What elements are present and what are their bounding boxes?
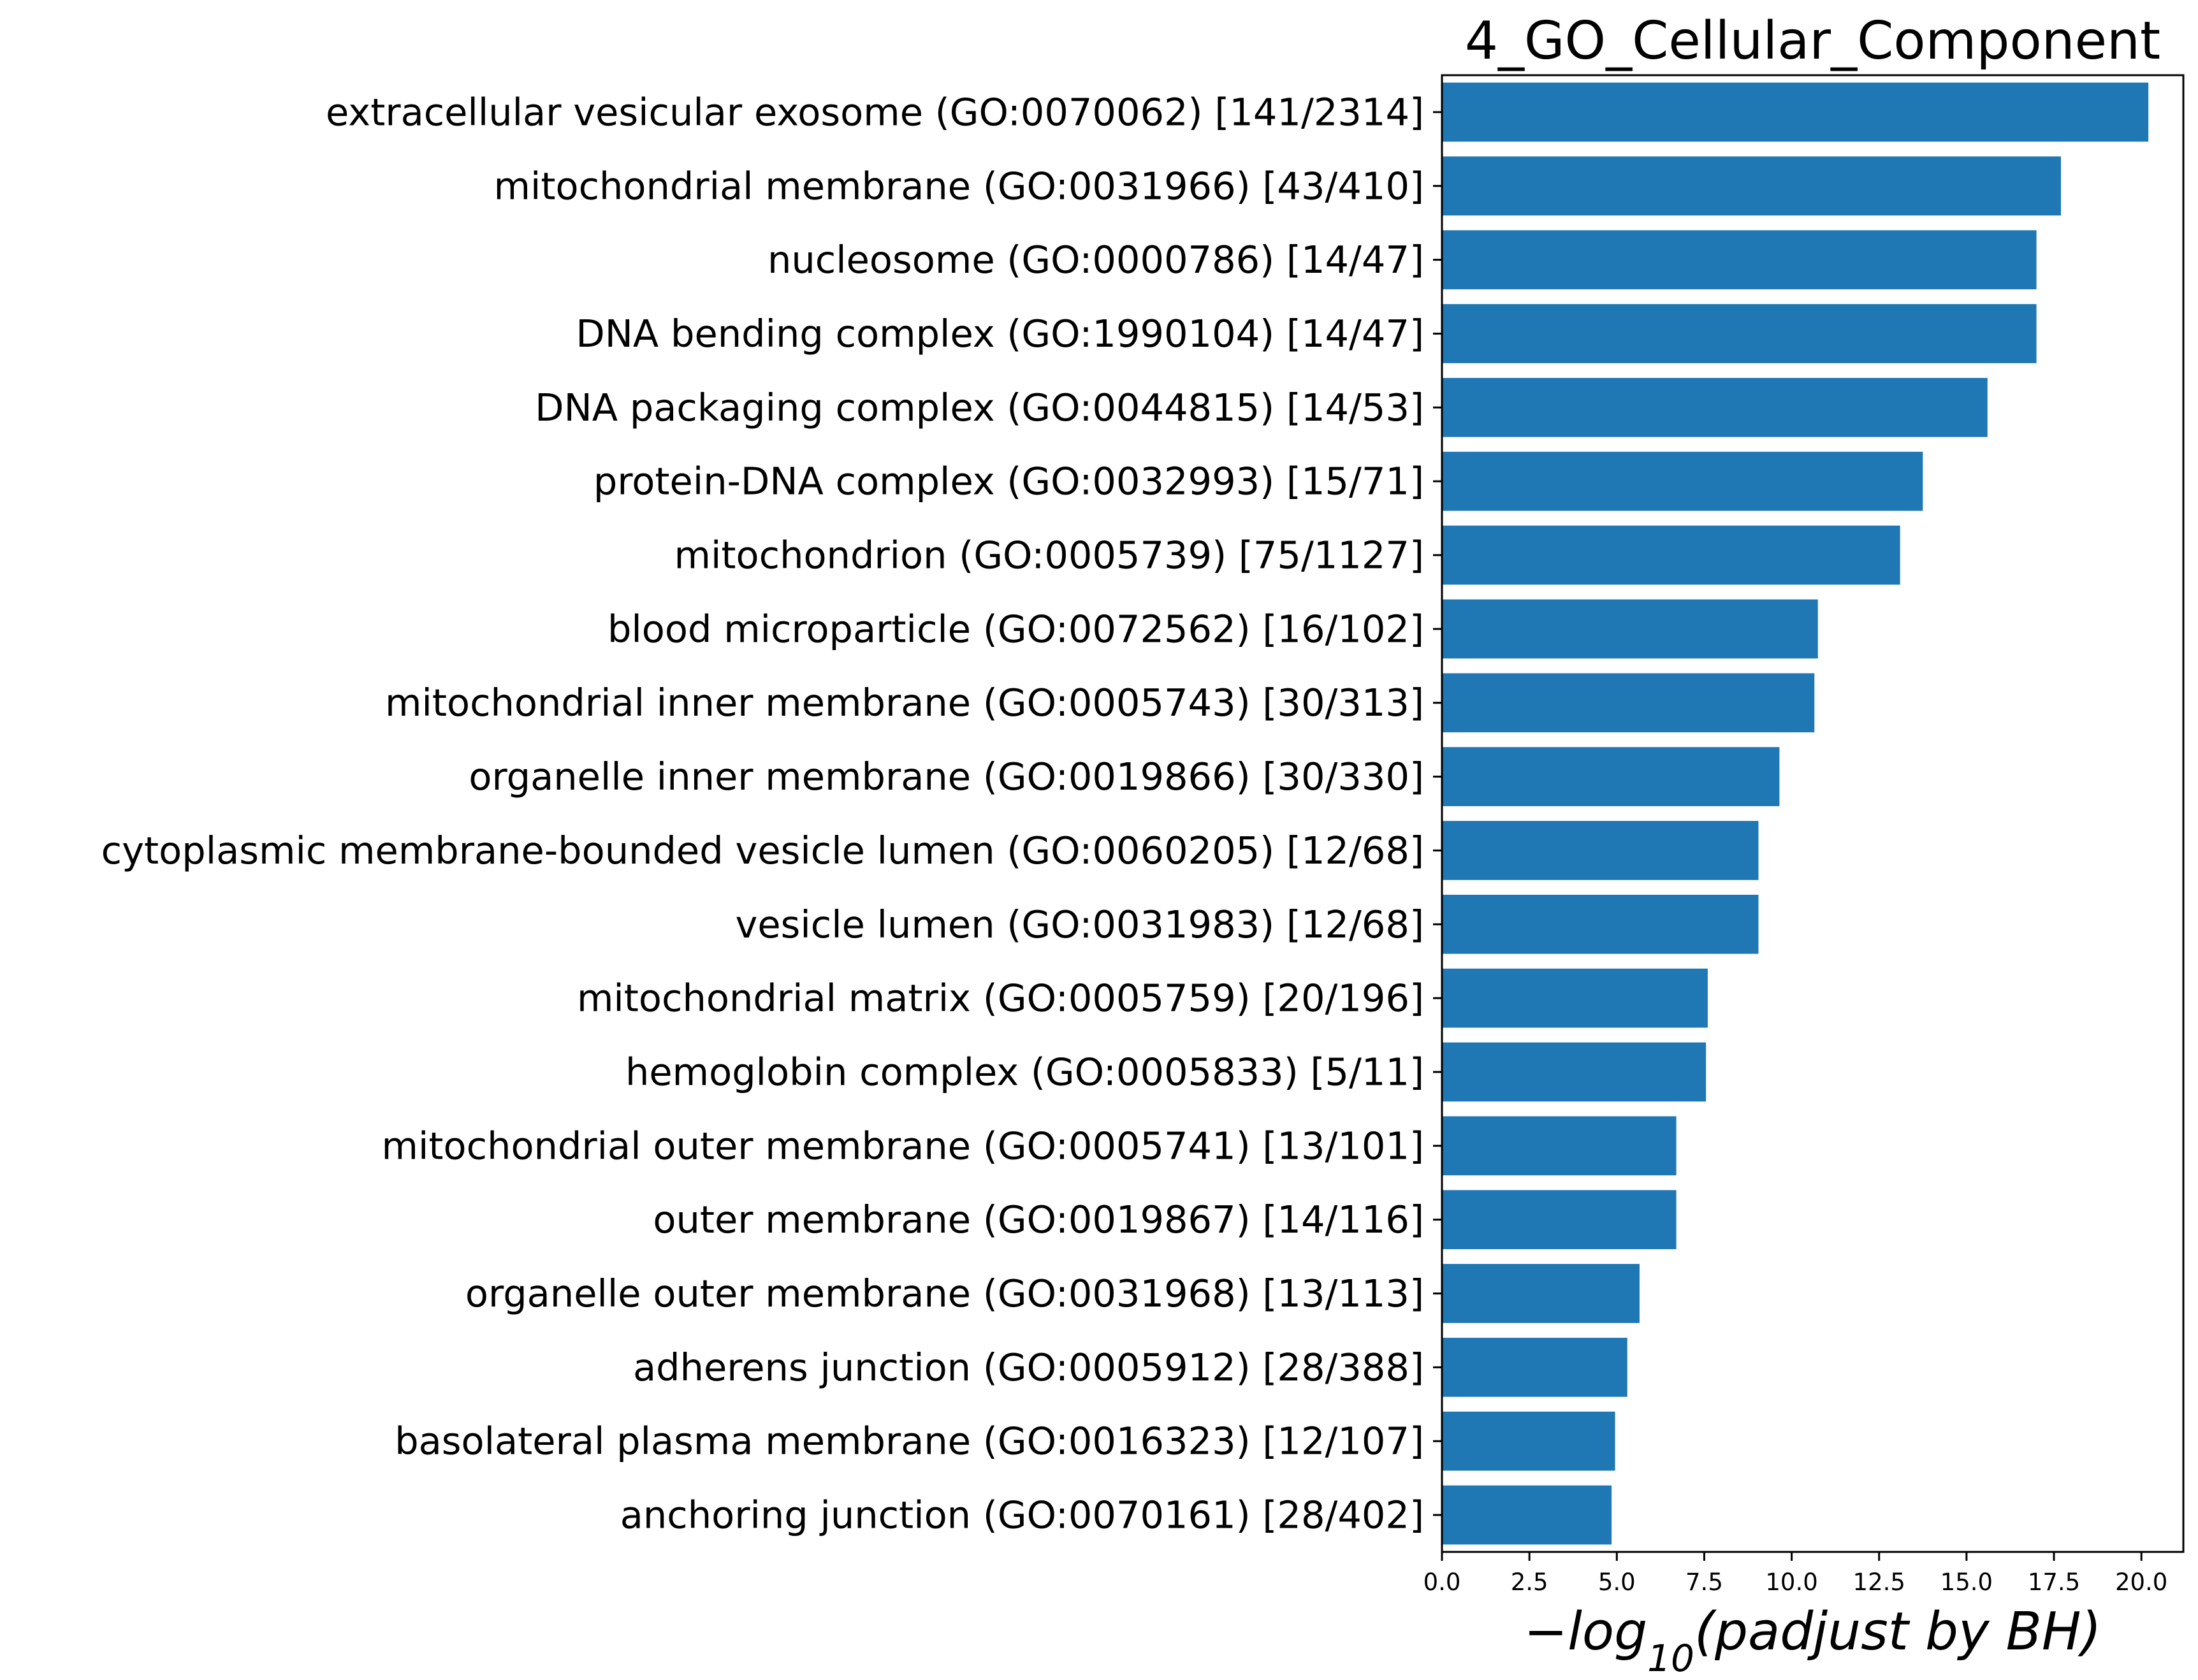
y-tick-label: mitochondrial outer membrane (GO:0005741… bbox=[382, 1124, 1424, 1168]
x-tick-label: 10.0 bbox=[1765, 1568, 1817, 1596]
x-tick-label: 15.0 bbox=[1940, 1568, 1993, 1596]
x-axis-label: −log10(padjust by BH) bbox=[1524, 1602, 2101, 1677]
y-tick-label: outer membrane (GO:0019867) [14/116] bbox=[653, 1198, 1424, 1242]
bar bbox=[1442, 968, 1708, 1028]
y-tick-label: protein-DNA complex (GO:0032993) [15/71] bbox=[593, 460, 1424, 503]
bar bbox=[1442, 894, 1759, 954]
y-tick-label: nucleosome (GO:0000786) [14/47] bbox=[768, 238, 1424, 282]
y-tick-label: mitochondrial inner membrane (GO:0005743… bbox=[385, 681, 1424, 725]
y-tick-label: anchoring junction (GO:0070161) [28/402] bbox=[620, 1493, 1424, 1537]
x-axis-label-prefix: −log bbox=[1524, 1602, 1647, 1662]
x-axis-label-suffix: (padjust by BH) bbox=[1694, 1602, 2102, 1662]
axes-frame bbox=[1441, 74, 2185, 1553]
y-tick-label: extracellular vesicular exosome (GO:0070… bbox=[326, 90, 1424, 134]
bar bbox=[1442, 821, 1759, 880]
bar bbox=[1442, 1264, 1640, 1323]
x-axis-label-subscript: 10 bbox=[1647, 1637, 1694, 1677]
x-tick-label: 2.5 bbox=[1511, 1568, 1548, 1596]
x-tick-label: 0.0 bbox=[1423, 1568, 1461, 1596]
bar bbox=[1442, 1411, 1615, 1471]
y-tick-label: basolateral plasma membrane (GO:0016323)… bbox=[395, 1419, 1424, 1463]
x-tick-label: 12.5 bbox=[1853, 1568, 1905, 1596]
y-tick-label: hemoglobin complex (GO:0005833) [5/11] bbox=[625, 1050, 1424, 1094]
bar bbox=[1442, 1338, 1627, 1397]
y-tick-label: vesicle lumen (GO:0031983) [12/68] bbox=[735, 902, 1424, 946]
bar bbox=[1442, 230, 2037, 289]
bar bbox=[1442, 747, 1780, 806]
y-tick-label: mitochondrion (GO:0005739) [75/1127] bbox=[674, 533, 1424, 577]
bar bbox=[1442, 156, 2061, 216]
bar bbox=[1442, 451, 1923, 511]
y-axis-ticks: extracellular vesicular exosome (GO:0070… bbox=[101, 90, 1442, 1537]
bar bbox=[1442, 673, 1815, 733]
bar bbox=[1442, 1042, 1707, 1102]
bars-group bbox=[1442, 82, 2149, 1545]
bar bbox=[1442, 599, 1818, 659]
y-tick-label: mitochondrial membrane (GO:0031966) [43/… bbox=[493, 164, 1424, 208]
bar bbox=[1442, 1485, 1612, 1545]
x-tick-label: 5.0 bbox=[1598, 1568, 1636, 1596]
bar bbox=[1442, 82, 2149, 142]
bar bbox=[1442, 1116, 1677, 1176]
y-tick-label: organelle inner membrane (GO:0019866) [3… bbox=[469, 755, 1424, 799]
y-tick-label: DNA packaging complex (GO:0044815) [14/5… bbox=[535, 386, 1424, 430]
x-tick-label: 17.5 bbox=[2028, 1568, 2080, 1596]
y-tick-label: cytoplasmic membrane-bounded vesicle lum… bbox=[101, 829, 1424, 873]
y-tick-label: DNA bending complex (GO:1990104) [14/47] bbox=[576, 312, 1424, 356]
y-tick-label: mitochondrial matrix (GO:0005759) [20/19… bbox=[577, 976, 1424, 1020]
x-tick-label: 20.0 bbox=[2115, 1568, 2167, 1596]
bar bbox=[1442, 304, 2037, 363]
chart-title: 4_GO_Cellular_Component bbox=[1465, 11, 2160, 71]
bar bbox=[1442, 377, 1988, 437]
y-tick-label: adherens junction (GO:0005912) [28/388] bbox=[633, 1345, 1424, 1389]
y-tick-label: organelle outer membrane (GO:0031968) [1… bbox=[465, 1271, 1424, 1315]
bar bbox=[1442, 1190, 1677, 1250]
bar bbox=[1442, 525, 1900, 585]
y-tick-label: blood microparticle (GO:0072562) [16/102… bbox=[608, 607, 1424, 651]
x-tick-label: 7.5 bbox=[1685, 1568, 1723, 1596]
x-axis-ticks: 0.0 2.5 5.0 7.5 10.0 12.5 15.0 17.5 20.0 bbox=[1423, 1552, 2167, 1596]
